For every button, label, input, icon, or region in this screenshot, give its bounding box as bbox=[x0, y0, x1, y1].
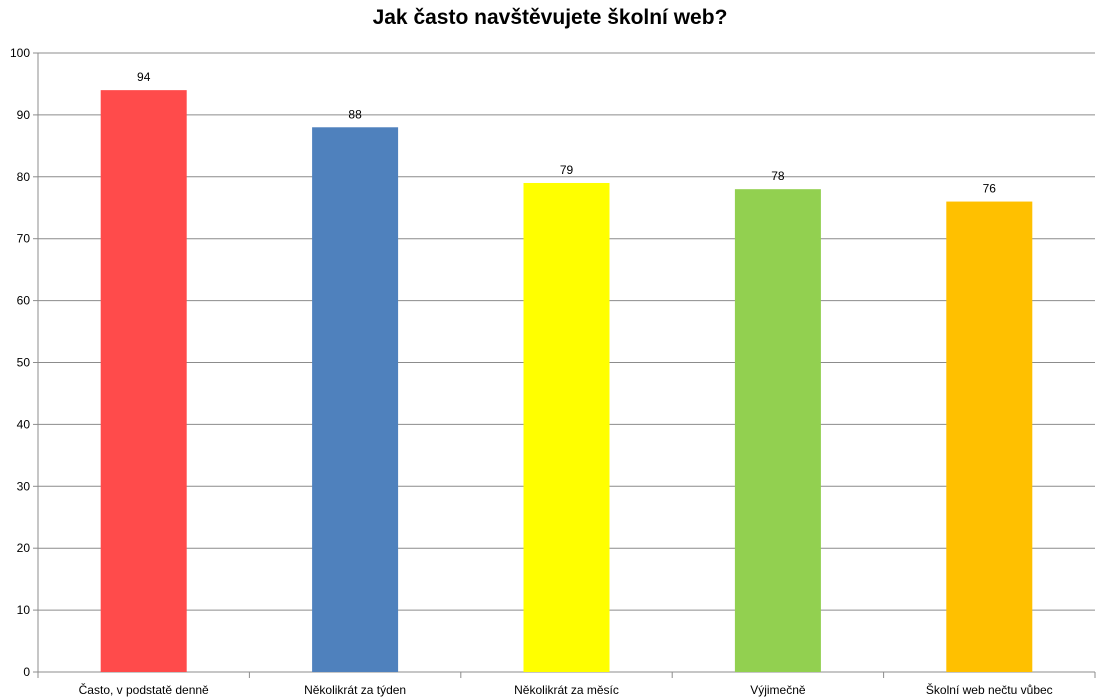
category-label: Školní web nečtu vůbec bbox=[926, 682, 1053, 697]
bar bbox=[523, 182, 610, 673]
category-label: Často, v podstatě denně bbox=[79, 682, 209, 697]
bar bbox=[734, 189, 821, 672]
data-label: 79 bbox=[560, 163, 574, 177]
category-label: Několikrát za měsíc bbox=[514, 683, 619, 697]
chart-title: Jak často navštěvujete školní web? bbox=[372, 6, 728, 29]
bar bbox=[312, 127, 399, 672]
y-tick-label: 40 bbox=[17, 417, 31, 431]
y-tick-label: 80 bbox=[17, 170, 31, 184]
data-label: 94 bbox=[137, 70, 151, 84]
y-tick-label: 20 bbox=[17, 541, 31, 555]
data-label: 76 bbox=[983, 182, 997, 196]
y-tick-label: 60 bbox=[17, 294, 31, 308]
y-tick-label: 50 bbox=[17, 356, 31, 370]
data-label: 78 bbox=[771, 169, 785, 183]
data-label: 88 bbox=[348, 107, 362, 121]
y-tick-label: 0 bbox=[23, 665, 30, 679]
y-tick-label: 10 bbox=[17, 603, 31, 617]
category-label: Několikrát za týden bbox=[304, 683, 406, 697]
bar bbox=[100, 90, 187, 672]
y-tick-label: 70 bbox=[17, 232, 31, 246]
category-label: Výjimečně bbox=[750, 683, 806, 697]
y-tick-label: 100 bbox=[10, 46, 30, 60]
y-tick-label: 30 bbox=[17, 479, 31, 493]
bar bbox=[946, 201, 1033, 672]
y-tick-label: 90 bbox=[17, 108, 31, 122]
